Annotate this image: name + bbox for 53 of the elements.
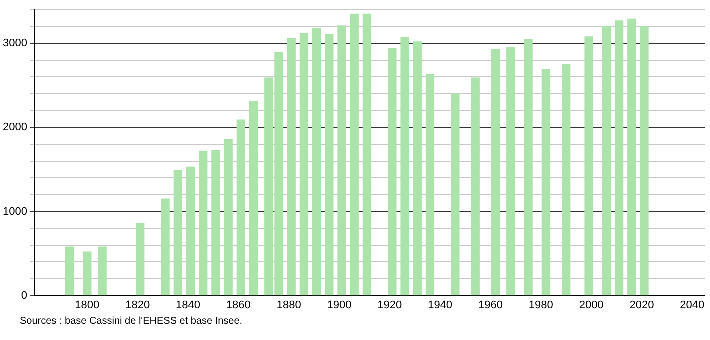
bar [161,198,170,296]
bar [451,94,460,296]
bar [98,246,107,296]
x-tick-label: 2000 [579,299,604,312]
bar [312,28,322,296]
x-tick-label: 1900 [327,299,352,312]
bar [300,33,309,296]
bar [584,36,594,296]
bar [628,18,636,296]
bar [388,48,397,296]
bar [614,20,624,296]
bar [249,101,258,296]
bar [471,78,480,296]
x-tick-label: 2020 [630,299,654,312]
x-tick-label: 1980 [528,299,554,312]
x-tick-label: 1860 [226,299,251,312]
bar [542,69,551,296]
source-note: Sources : base Cassini de l'EHESS et base Insee. [20,315,244,329]
x-tick-label: 1880 [276,299,302,312]
bar [83,252,92,296]
x-tick-label: 1820 [126,299,150,312]
bar [426,74,435,296]
bar [65,246,74,296]
bar [224,139,233,296]
x-tick-label: 1940 [428,299,453,312]
y-tick-label: 3000 [2,38,28,50]
x-tick-label: 1840 [176,299,200,312]
x-tick-label: 1920 [378,299,402,312]
bar [524,39,533,296]
bar [136,223,145,296]
y-tick-label: 1000 [2,206,28,218]
bar [562,64,571,296]
bar [287,38,296,296]
bar [491,49,500,296]
bar [212,150,220,296]
bar [362,14,372,296]
bar [174,170,182,296]
bar [199,150,208,296]
bar [506,47,516,296]
bar [413,42,422,296]
bar [640,26,649,296]
bar [236,120,246,296]
x-tick-label: 2040 [680,299,705,312]
bar [325,34,334,296]
y-tick-label: 0 [21,290,28,302]
bar [338,26,346,296]
bar [186,166,196,296]
y-tick-label: 2000 [2,122,28,134]
x-tick-label: 1800 [75,299,100,312]
bar [350,14,359,296]
bar [602,26,612,296]
bar [400,37,410,296]
x-tick-label: 1960 [478,299,503,312]
